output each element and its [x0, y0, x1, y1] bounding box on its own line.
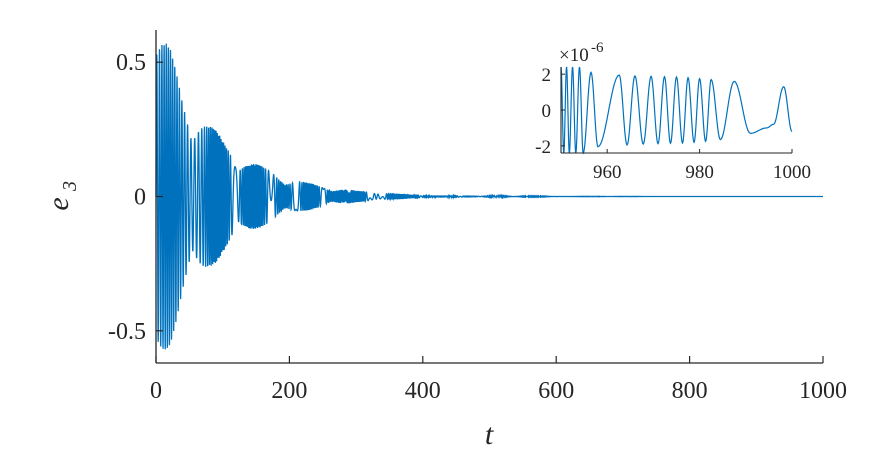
main-plot: 0 200 400 600 800 1000 -0.5 0 0.5 t e 3 — [42, 30, 847, 451]
main-x-tick-label: 800 — [672, 378, 708, 404]
inset-x-tick-label: 960 — [593, 162, 622, 183]
inset-background — [561, 67, 792, 153]
inset-y-tick-label: 0 — [542, 101, 552, 122]
main-x-tick-label: 200 — [271, 378, 307, 404]
inset-y-exponent-label: ×10 -6 — [559, 40, 604, 66]
inset-exponent-base: ×10 — [559, 45, 589, 66]
main-y-label-sub: 3 — [59, 181, 81, 192]
inset-y-ticks: -2 0 2 — [535, 65, 565, 158]
inset-exponent-power: -6 — [591, 40, 604, 56]
main-x-label: t — [485, 418, 494, 451]
main-y-tick-label: 0.5 — [116, 50, 146, 76]
inset-y-tick-label: 2 — [542, 65, 552, 86]
main-series-line — [155, 43, 823, 350]
main-y-label-main: e — [42, 197, 75, 210]
main-y-label: e 3 — [42, 181, 81, 211]
inset-y-tick-label: -2 — [535, 137, 551, 158]
inset-x-ticks: 960 980 1000 — [593, 149, 811, 183]
inset-x-tick-label: 980 — [685, 162, 714, 183]
inset-plot: 960 980 1000 -2 0 2 ×10 -6 — [535, 40, 811, 183]
inset-series-line — [560, 66, 793, 155]
main-x-ticks: 0 200 400 600 800 1000 — [150, 356, 847, 404]
inset-x-tick-label: 1000 — [773, 162, 811, 183]
main-x-tick-label: 1000 — [799, 378, 847, 404]
main-x-tick-label: 0 — [150, 378, 162, 404]
main-y-tick-label: -0.5 — [108, 319, 146, 345]
main-y-tick-label: 0 — [134, 185, 146, 211]
main-x-tick-label: 600 — [538, 378, 574, 404]
main-x-tick-label: 400 — [405, 378, 441, 404]
main-y-ticks: -0.5 0 0.5 — [108, 50, 163, 345]
